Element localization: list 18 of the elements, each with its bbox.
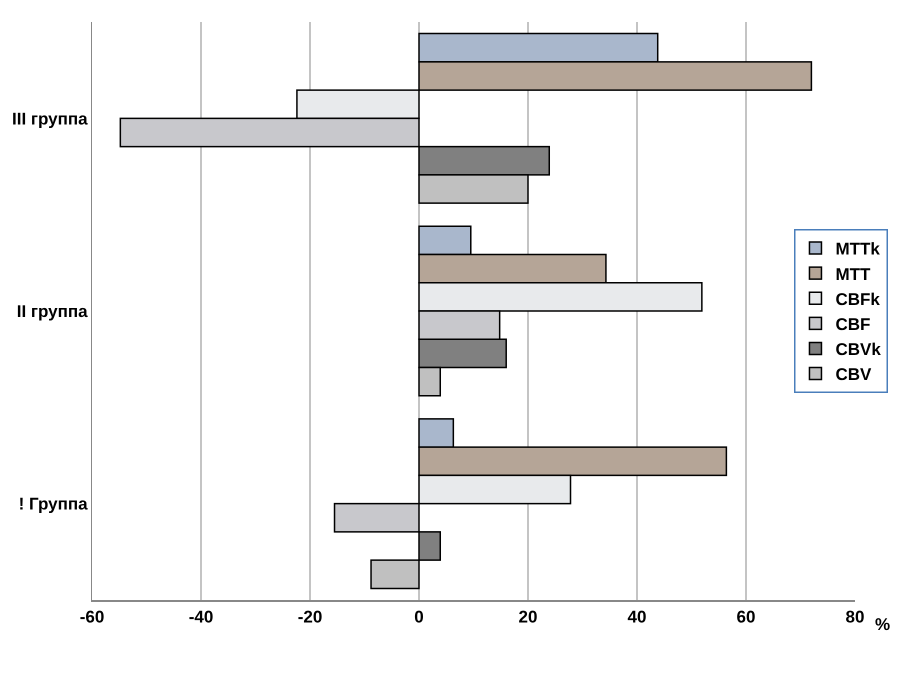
x-tick-label: 80 xyxy=(846,607,864,626)
legend-label: MTTk xyxy=(835,240,880,259)
x-tick-label: 60 xyxy=(736,607,756,626)
y-tick-label: II группа xyxy=(16,302,88,321)
x-tick-label: -40 xyxy=(188,607,214,626)
x-tick-label: 0 xyxy=(414,607,424,626)
x-tick-label: 20 xyxy=(518,607,538,626)
x-axis-title: % xyxy=(875,615,890,634)
legend-label: CBF xyxy=(835,314,870,334)
legend-label: CBVk xyxy=(835,340,882,360)
x-tick-label: -20 xyxy=(298,607,322,626)
x-tick-label: -60 xyxy=(80,607,104,626)
legend-label: CBFk xyxy=(835,290,880,309)
y-tick-label: III группа xyxy=(12,109,88,128)
legend-label: MTT xyxy=(835,264,872,284)
legend-label: CBV xyxy=(835,365,872,384)
y-tick-label: ! Группа xyxy=(18,494,88,514)
x-tick-label: 40 xyxy=(628,607,646,626)
